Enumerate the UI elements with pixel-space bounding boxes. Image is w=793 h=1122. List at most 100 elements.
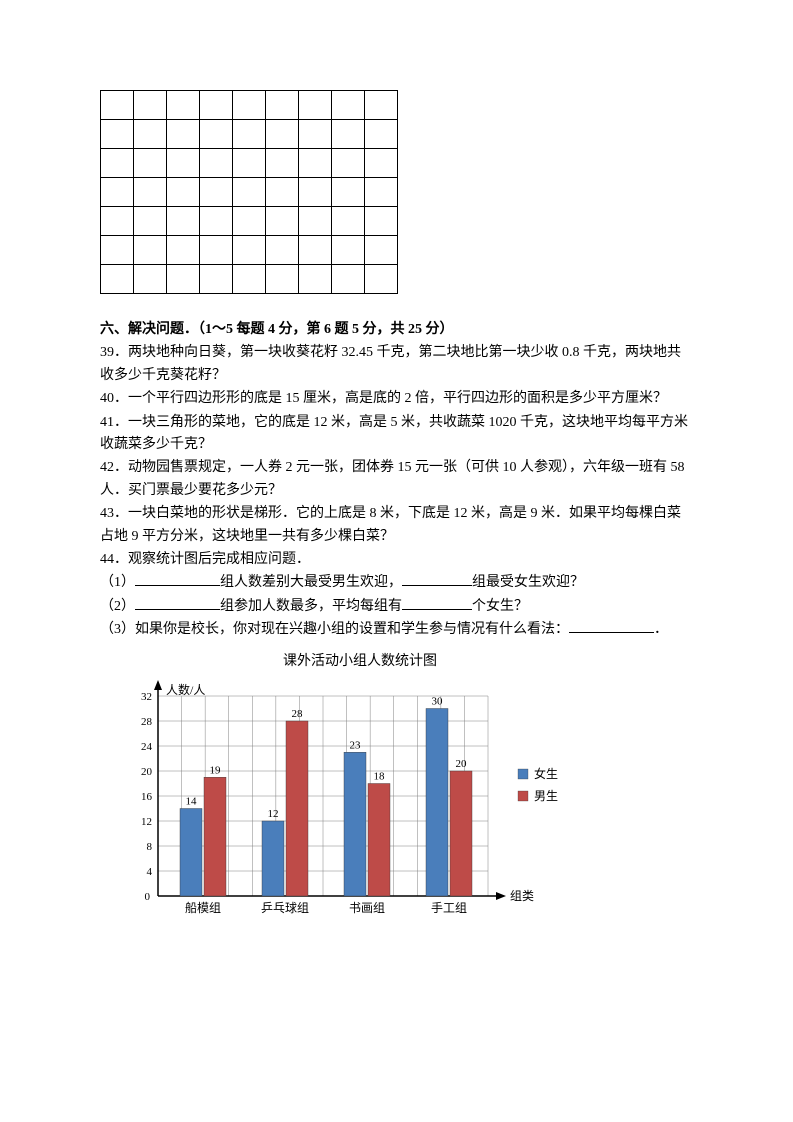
- grid-cell: [200, 207, 233, 236]
- chart-title: 课外活动小组人数统计图: [150, 651, 570, 673]
- grid-cell: [167, 149, 200, 178]
- svg-text:4: 4: [147, 866, 153, 878]
- svg-text:24: 24: [141, 741, 153, 753]
- grid-cell: [167, 120, 200, 149]
- grid-cell: [266, 178, 299, 207]
- grid-cell: [299, 120, 332, 149]
- svg-text:16: 16: [141, 791, 153, 803]
- bar: [286, 721, 308, 896]
- question-43: 43．一块白菜地的形状是梯形．它的上底是 8 米，下底是 12 米，高是 9 米…: [100, 503, 693, 548]
- grid-cell: [299, 207, 332, 236]
- bar: [344, 752, 366, 896]
- section-heading: 六、解决问题．（1～5 每题 4 分，第 6 题 5 分，共 25 分）: [100, 319, 693, 341]
- svg-text:28: 28: [292, 708, 304, 720]
- grid-cell: [266, 91, 299, 120]
- blank-3[interactable]: [135, 596, 220, 610]
- q44-2b: 组参加人数最多，平均每组有: [220, 599, 402, 614]
- grid-cell: [266, 265, 299, 294]
- question-42: 42．动物园售票规定，一人券 2 元一张，团体券 15 元一张（可供 10 人参…: [100, 457, 693, 502]
- grid-cell: [233, 120, 266, 149]
- q44-2a: （2）: [100, 599, 135, 614]
- grid-cell: [167, 91, 200, 120]
- q44-1c: 组最受女生欢迎？: [472, 575, 584, 590]
- legend-swatch: [518, 769, 528, 779]
- svg-text:8: 8: [147, 841, 153, 853]
- grid-cell: [266, 120, 299, 149]
- svg-text:手工组: 手工组: [431, 901, 467, 915]
- grid-cell: [101, 265, 134, 294]
- question-44-1: （1） 组人数差别大最受男生欢迎， 组最受女生欢迎？: [100, 572, 693, 594]
- grid-cell: [365, 91, 398, 120]
- grid-cell: [134, 207, 167, 236]
- blank-5[interactable]: [569, 619, 654, 633]
- grid-cell: [134, 91, 167, 120]
- grid-cell: [134, 120, 167, 149]
- q44-1a: （1）: [100, 575, 135, 590]
- grid-cell: [233, 178, 266, 207]
- grid-cell: [200, 236, 233, 265]
- svg-text:人数/人: 人数/人: [166, 682, 205, 697]
- bar: [180, 808, 202, 896]
- svg-text:12: 12: [268, 808, 279, 820]
- legend-swatch: [518, 791, 528, 801]
- svg-text:20: 20: [141, 766, 153, 778]
- grid-cell: [167, 178, 200, 207]
- grid-cell: [200, 178, 233, 207]
- grid-cell: [101, 236, 134, 265]
- grid-cell: [332, 265, 365, 294]
- grid-cell: [299, 178, 332, 207]
- grid-cell: [200, 149, 233, 178]
- svg-text:20: 20: [456, 758, 468, 770]
- grid-cell: [167, 265, 200, 294]
- blank-4[interactable]: [402, 596, 472, 610]
- svg-text:30: 30: [432, 695, 444, 707]
- q44-1b: 组人数差别大最受男生欢迎，: [220, 575, 402, 590]
- grid-cell: [299, 236, 332, 265]
- svg-text:书画组: 书画组: [349, 901, 385, 915]
- question-41: 41．一块三角形的菜地，它的底是 12 米，高是 5 米，共收蔬菜 1020 千…: [100, 412, 693, 457]
- q44-3b: ．: [654, 622, 668, 637]
- bar: [204, 777, 226, 896]
- grid-cell: [134, 178, 167, 207]
- bar: [262, 821, 284, 896]
- grid-cell: [365, 207, 398, 236]
- svg-text:12: 12: [141, 816, 152, 828]
- grid-cell: [332, 149, 365, 178]
- grid-cell: [101, 91, 134, 120]
- svg-text:14: 14: [186, 795, 198, 807]
- svg-text:23: 23: [350, 739, 362, 751]
- grid-cell: [200, 120, 233, 149]
- grid-cell: [266, 207, 299, 236]
- grid-cell: [332, 236, 365, 265]
- grid-cell: [299, 265, 332, 294]
- grid-cell: [365, 120, 398, 149]
- grid-cell: [134, 236, 167, 265]
- question-44-3: （3）如果你是校长，你对现在兴趣小组的设置和学生参与情况有什么看法： ．: [100, 619, 693, 641]
- blank-grid: [100, 90, 398, 294]
- blank-1[interactable]: [135, 572, 220, 586]
- svg-text:组类: 组类: [510, 889, 534, 903]
- grid-cell: [233, 265, 266, 294]
- grid-cell: [365, 178, 398, 207]
- grid-cell: [365, 265, 398, 294]
- grid-cell: [101, 178, 134, 207]
- grid-cell: [101, 149, 134, 178]
- grid-cell: [332, 207, 365, 236]
- grid-cell: [233, 207, 266, 236]
- grid-cell: [365, 149, 398, 178]
- blank-2[interactable]: [402, 572, 472, 586]
- question-44-title: 44．观察统计图后完成相应问题．: [100, 549, 693, 571]
- bar: [368, 783, 390, 896]
- grid-cell: [299, 149, 332, 178]
- q44-3a: （3）如果你是校长，你对现在兴趣小组的设置和学生参与情况有什么看法：: [100, 622, 569, 637]
- question-39: 39．两块地种向日葵，第一块收葵花籽 32.45 千克，第二块地比第一块少收 0…: [100, 342, 693, 387]
- question-44-2: （2）组参加人数最多，平均每组有个女生？: [100, 596, 693, 618]
- grid-cell: [134, 149, 167, 178]
- svg-text:船模组: 船模组: [185, 901, 221, 915]
- grid-cell: [332, 178, 365, 207]
- question-40: 40．一个平行四边形形的底是 15 厘米，高是底的 2 倍，平行四边形的面积是多…: [100, 388, 693, 410]
- svg-text:19: 19: [210, 764, 222, 776]
- grid-cell: [266, 236, 299, 265]
- grid-cell: [233, 236, 266, 265]
- grid-cell: [332, 120, 365, 149]
